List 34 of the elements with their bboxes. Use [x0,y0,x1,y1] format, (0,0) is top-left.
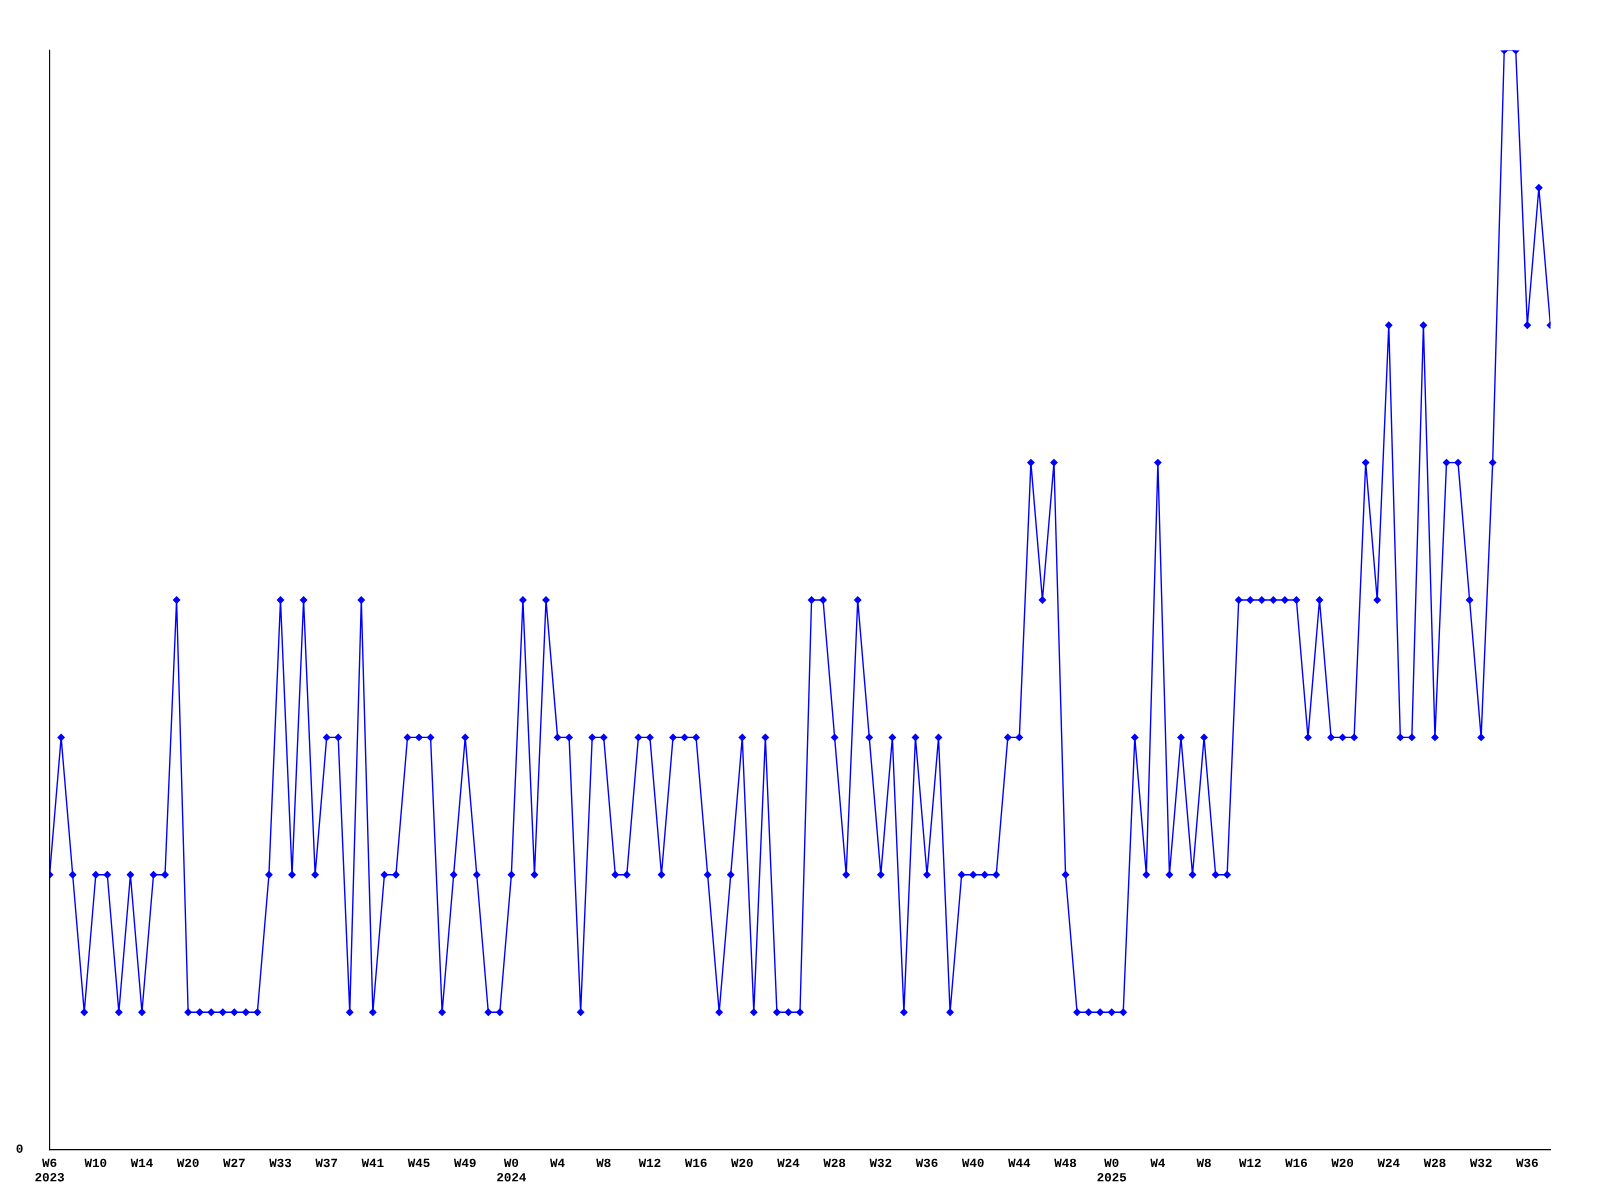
x-tick-label: W32 [1469,1158,1492,1168]
x-tick-label: W4 [1150,1158,1166,1167]
x-tick-label: W20 [1331,1158,1354,1168]
x-tick-label: W16 [1285,1158,1307,1168]
x-tick-label: W24 [1377,1158,1400,1167]
x-tick-label: W48 [1054,1158,1077,1168]
x-tick-label: W41 [361,1158,384,1167]
x-tick-label: W44 [1008,1158,1031,1167]
x-tick-label: W28 [823,1158,846,1168]
x-tick-label: W36 [1516,1158,1538,1168]
x-tick-label: W12 [1238,1158,1261,1167]
x-tick-label: W36 [915,1158,938,1168]
x-tick-label: W37 [315,1158,338,1168]
x-tick-label: W16 [684,1158,707,1168]
x-tick-label: W24 [777,1158,800,1167]
text: 0 [16,1144,23,1153]
x-tick-label: W10 [84,1158,107,1168]
x-tick-label: W20 [176,1158,199,1168]
x-tick-label: W6 2023 [35,1158,64,1182]
x-tick-label: W0 2024 [497,1158,527,1182]
x-tick-label: W20 [731,1158,753,1168]
x-tick-label: W33 [269,1158,292,1168]
x-tick-label: W28 [1423,1158,1446,1168]
x-tick-label: W45 [407,1158,430,1168]
x-tick-label: W8 [1196,1158,1211,1168]
x-tick-label: W49 [453,1158,476,1168]
x-tick-label: W4 [550,1158,565,1167]
x-tick-label: W0 2025 [1097,1158,1127,1182]
x-tick-label: W12 [638,1158,661,1167]
x-tick-label: W8 [596,1158,611,1168]
x-tick-label: W40 [961,1158,984,1168]
x-tick-label: W27 [223,1158,245,1167]
x-tick-label: W14 [130,1158,153,1167]
x-tick-label: W32 [869,1158,892,1168]
